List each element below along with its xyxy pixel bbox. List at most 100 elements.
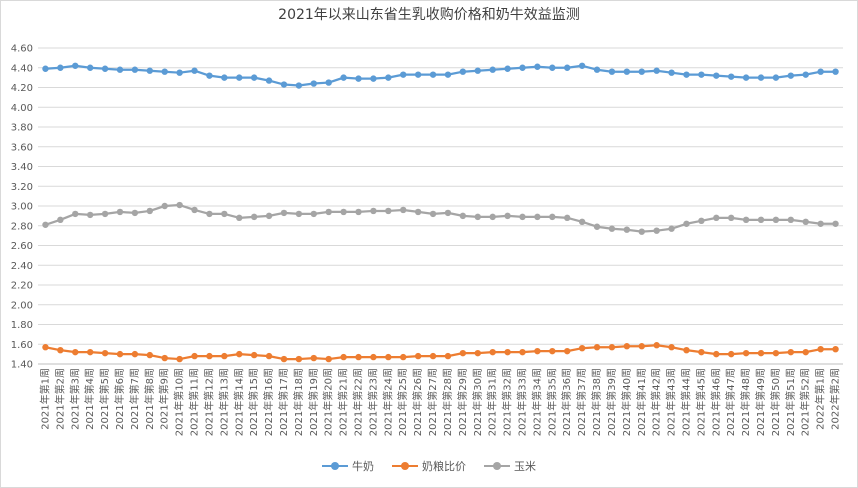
data-point [638,228,645,235]
x-tick-label: 2021年第43周 [665,368,678,436]
data-point [489,66,496,73]
data-point [72,210,79,218]
x-tick-label: 2021年第14周 [232,368,245,436]
x-tick-label: 2021年第12周 [202,368,215,436]
data-point [340,74,347,81]
y-tick-label: 1.60 [11,340,33,351]
data-point [206,210,213,218]
data-point [385,207,392,215]
data-point [370,75,377,82]
data-point [295,355,303,363]
x-tick-label: 2021年第2周 [53,368,66,430]
data-point [191,206,198,214]
data-point [698,348,705,356]
x-tick-label: 2021年第18周 [292,368,305,436]
data-point [638,68,645,75]
data-point [310,210,317,218]
data-point [534,213,541,221]
y-tick-label: 3.80 [11,123,33,134]
data-point [593,344,601,351]
data-point [72,348,79,356]
data-point [72,62,79,69]
data-point [608,68,616,75]
data-point [131,350,139,358]
x-tick-label: 2021年第49周 [754,368,767,436]
x-tick-label: 2021年第37周 [575,368,588,436]
legend-item: 奶粮比价 [392,458,466,474]
x-tick-label: 2021年第26周 [411,368,424,436]
x-tick-label: 2021年第9周 [158,368,171,430]
x-tick-label: 2021年第28周 [441,368,454,436]
data-point [713,72,720,79]
x-tick-label: 2021年第24周 [381,368,394,436]
x-tick-label: 2022年第2周 [829,368,842,430]
x-tick-label: 2021年第34周 [530,368,543,436]
data-point [161,354,168,362]
data-point [772,74,780,81]
data-point [429,71,437,78]
data-point [817,345,824,353]
data-point [742,74,750,81]
data-point [236,214,243,222]
data-point [638,343,645,350]
data-point [131,66,139,73]
x-tick-label: 2021年第39周 [605,368,618,436]
y-tick-label: 4.00 [11,103,33,114]
data-point [802,348,809,356]
chart-legend: 牛奶 奶粮比价 玉米 [0,458,858,474]
data-point [42,65,49,72]
x-tick-label: 2021年第42周 [650,368,663,436]
data-point [161,68,168,75]
data-point [757,74,765,81]
data-point [787,216,795,224]
data-point [668,69,675,76]
x-tick-label: 2021年第1周 [38,368,51,430]
data-point [310,354,317,362]
data-point [86,348,94,356]
y-tick-label: 2.60 [11,241,33,252]
x-tick-label: 2021年第44周 [679,368,692,436]
y-tick-label: 3.60 [11,142,33,153]
data-point [727,73,735,80]
data-point [221,352,228,360]
data-point [116,66,124,73]
data-point [623,343,631,350]
data-point [742,349,750,357]
data-point [42,344,49,351]
data-point [757,216,765,224]
data-point [400,71,407,78]
x-tick-label: 2021年第40周 [620,368,633,436]
data-point [683,346,690,354]
x-tick-label: 2021年第31周 [486,368,499,436]
x-tick-label: 2021年第47周 [724,368,737,436]
x-tick-label: 2021年第15周 [247,368,260,436]
x-tick-label: 2021年第25周 [396,368,409,436]
data-point [713,214,720,222]
y-tick-label: 2.20 [11,281,33,292]
data-point [176,201,183,209]
data-point [429,352,437,360]
data-point [355,208,362,216]
data-point [593,66,601,73]
data-point [757,349,765,357]
x-tick-label: 2021年第4周 [83,368,96,430]
data-point [549,64,556,71]
x-tick-label: 2021年第22周 [352,368,365,436]
data-point [42,221,49,228]
data-point [489,213,496,221]
data-point [340,353,347,361]
data-point [265,212,273,220]
data-point [772,349,780,357]
data-point [146,351,154,359]
data-point [310,80,317,87]
data-point [787,72,795,79]
x-tick-label: 2021年第11周 [188,368,201,436]
data-point [131,209,139,217]
data-point [236,74,243,81]
x-tick-label: 2021年第6周 [113,368,126,430]
data-point [549,213,556,221]
data-point [742,216,750,224]
data-point [116,350,124,358]
